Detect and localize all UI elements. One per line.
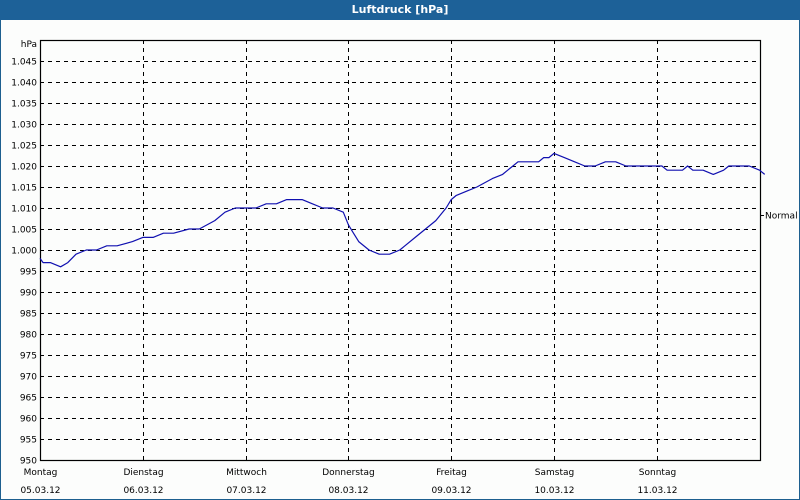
y-tick-label: 1.030 [11,121,37,131]
y-axis-unit-label: hPa [21,40,37,50]
x-tick-date-label: 05.03.12 [20,486,60,496]
x-tick-date-label: 08.03.12 [328,486,368,496]
x-tick-date-label: 10.03.12 [534,486,574,496]
y-tick-label: 1.005 [11,226,37,236]
y-tick-label: 1.025 [11,142,37,152]
y-tick-label: 1.000 [11,247,37,257]
y-tick-label: 1.045 [11,58,37,68]
y-tick-label: 980 [20,331,37,341]
y-tick-label: 970 [20,373,37,383]
y-tick-label: 990 [20,289,37,299]
y-tick-label: 975 [20,352,37,362]
x-tick-day-label: Freitag [436,468,467,478]
y-tick-label: 960 [20,415,37,425]
x-tick-day-label: Samstag [535,468,574,478]
x-tick-day-label: Sonntag [639,468,676,478]
x-tick-date-label: 07.03.12 [226,486,266,496]
x-tick-day-label: Mittwoch [226,468,267,478]
normal-label: Normal [765,212,798,222]
y-tick-label: 1.015 [11,184,37,194]
y-tick-label: 995 [20,268,37,278]
y-tick-label: 985 [20,310,37,320]
y-tick-label: 955 [20,436,37,446]
x-tick-day-label: Dienstag [123,468,163,478]
x-tick-date-label: 11.03.12 [637,486,677,496]
x-tick-date-label: 09.03.12 [431,486,471,496]
y-tick-label: 1.020 [11,163,37,173]
x-tick-day-label: Donnerstag [322,468,375,478]
x-tick-day-label: Montag [24,468,58,478]
y-tick-label: 1.040 [11,79,37,89]
x-tick-date-label: 06.03.12 [123,486,163,496]
pressure-line [39,152,766,268]
y-tick-label: 1.010 [11,205,37,215]
y-tick-label: 950 [20,457,37,467]
chart-title: Luftdruck [hPa] [0,0,800,20]
y-tick-label: 965 [20,394,37,404]
y-tick-label: 1.035 [11,100,37,110]
plot-area-border [39,39,762,462]
